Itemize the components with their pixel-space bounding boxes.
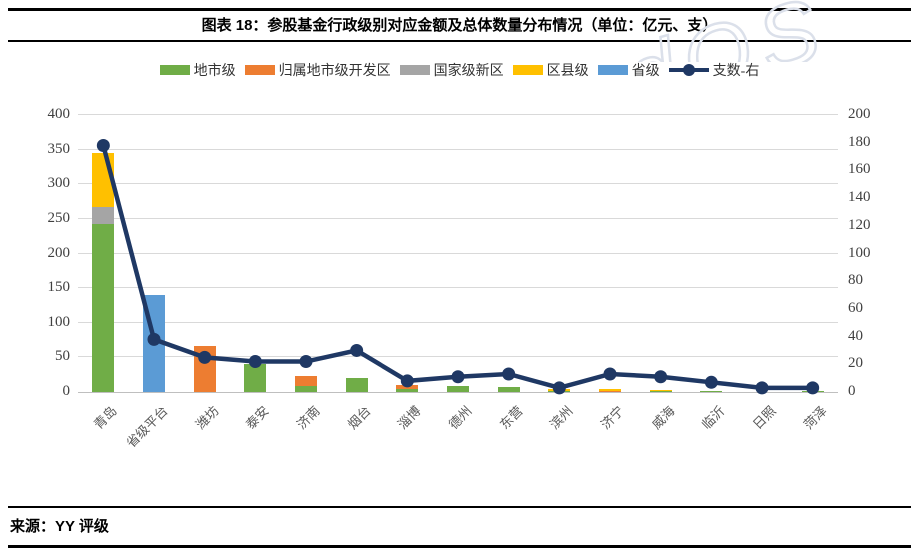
left-axis-tick: 150 bbox=[47, 279, 71, 296]
line-marker bbox=[806, 381, 820, 395]
bottom-rule bbox=[8, 545, 911, 548]
gridline bbox=[78, 183, 838, 185]
line-path bbox=[101, 144, 813, 391]
bar-segment bbox=[447, 385, 469, 392]
chart-legend: 地市级 归属地市级开发区 国家级新区 区县级 省级 支数-右 bbox=[0, 60, 919, 80]
bar-segment bbox=[599, 388, 621, 391]
gridline bbox=[78, 114, 838, 115]
right-axis-tick: 100 bbox=[848, 244, 871, 261]
gridline bbox=[78, 217, 838, 219]
bar-segment bbox=[599, 390, 621, 392]
right-axis-tick: 40 bbox=[848, 327, 863, 344]
legend-line-marker-icon bbox=[668, 64, 709, 76]
legend-item: 国家级新区 bbox=[399, 60, 504, 80]
bar-segment bbox=[396, 389, 419, 392]
line-marker bbox=[451, 370, 465, 384]
legend-swatch-icon bbox=[244, 65, 275, 75]
line-marker bbox=[654, 370, 668, 384]
line-marker bbox=[350, 343, 364, 357]
left-axis-tick: 0 bbox=[62, 383, 71, 399]
right-axis-tick: 60 bbox=[848, 299, 863, 316]
legend-item: 省级 bbox=[597, 60, 660, 80]
legend-swatch-icon bbox=[512, 65, 543, 75]
legend-item: 地市级 bbox=[159, 60, 236, 80]
right-axis-tick: 20 bbox=[848, 355, 863, 372]
left-axis-tick: 100 bbox=[47, 313, 71, 330]
bar-segment bbox=[649, 391, 672, 392]
line-marker bbox=[299, 355, 313, 369]
line-marker bbox=[552, 381, 566, 395]
legend-item: 区县级 bbox=[512, 60, 589, 80]
left-axis-tick: 350 bbox=[47, 140, 71, 157]
bar-segment bbox=[92, 207, 115, 225]
line-marker bbox=[603, 367, 617, 381]
right-axis-tick: 140 bbox=[848, 189, 871, 206]
right-axis-tick: 120 bbox=[848, 216, 871, 233]
bar-segment bbox=[244, 364, 267, 392]
legend-label: 支数-右 bbox=[712, 64, 760, 79]
right-axis-tick: 160 bbox=[848, 161, 871, 178]
line-series bbox=[96, 138, 820, 395]
gridline bbox=[78, 148, 838, 150]
line-marker bbox=[147, 332, 161, 346]
watermark: dOS bbox=[609, 0, 919, 62]
watermark-text: dOS bbox=[614, 0, 839, 62]
legend-label: 省级 bbox=[631, 64, 660, 79]
legend-swatch-icon bbox=[399, 65, 430, 75]
bar-segment bbox=[295, 376, 317, 387]
left-axis-tick: 200 bbox=[47, 244, 71, 261]
line-marker bbox=[400, 374, 414, 388]
line-marker bbox=[704, 375, 718, 389]
legend-item: 支数-右 bbox=[668, 60, 760, 80]
title-underline-rule bbox=[8, 40, 911, 42]
line-marker bbox=[502, 367, 516, 381]
right-axis-tick: 0 bbox=[848, 383, 856, 399]
legend-label: 国家级新区 bbox=[433, 64, 504, 79]
left-axis-tick: 250 bbox=[47, 209, 71, 226]
line-marker bbox=[248, 355, 262, 369]
legend-label: 区县级 bbox=[546, 64, 589, 79]
line-marker bbox=[198, 350, 212, 364]
legend-item: 归属地市级开发区 bbox=[244, 60, 391, 80]
legend-swatch-icon bbox=[159, 65, 190, 75]
figure-title: 图表 18：参股基金行政级别对应金额及总体数量分布情况（单位：亿元、支） bbox=[201, 17, 718, 34]
bar-segment bbox=[295, 386, 317, 392]
bar-segment bbox=[345, 378, 368, 392]
legend-swatch-icon bbox=[597, 65, 628, 75]
left-axis-tick: 400 bbox=[47, 106, 71, 122]
legend-label: 地市级 bbox=[193, 64, 236, 79]
gridline bbox=[78, 287, 838, 289]
left-axis-tick: 50 bbox=[55, 348, 70, 365]
bar-segment bbox=[92, 224, 115, 392]
gridline bbox=[78, 252, 838, 254]
legend-label: 归属地市级开发区 bbox=[278, 64, 391, 79]
line-marker bbox=[755, 381, 769, 395]
bar-segment bbox=[497, 387, 520, 392]
gridline bbox=[78, 356, 838, 358]
left-axis-tick: 300 bbox=[47, 175, 71, 192]
gridline bbox=[78, 321, 838, 323]
right-axis-tick: 180 bbox=[848, 133, 871, 150]
source-label: 来源：YY 评级 bbox=[10, 518, 109, 535]
top-rule bbox=[8, 8, 911, 11]
right-axis-tick: 200 bbox=[848, 106, 871, 122]
line-marker bbox=[96, 138, 110, 152]
bar-segment bbox=[700, 390, 723, 392]
bar-segment bbox=[649, 389, 672, 392]
right-axis-tick: 80 bbox=[848, 272, 863, 289]
source-separator-rule bbox=[8, 506, 911, 508]
plot-area bbox=[78, 114, 838, 395]
